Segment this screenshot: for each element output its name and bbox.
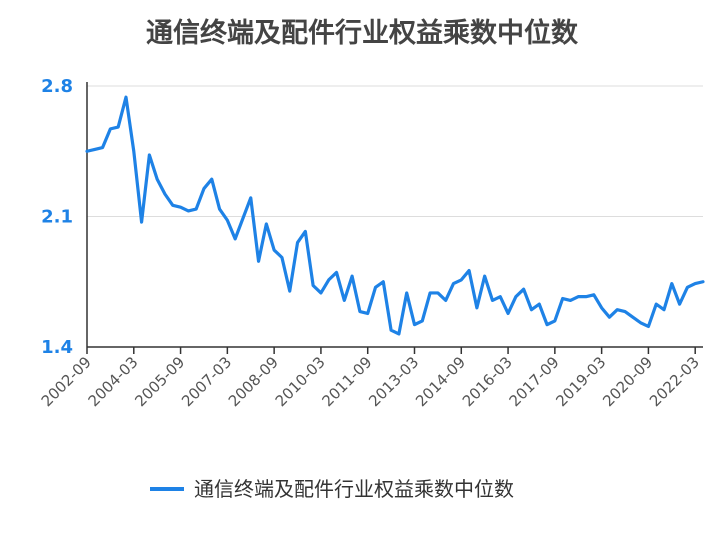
chart-title: 通信终端及配件行业权益乘数中位数 bbox=[146, 17, 579, 49]
x-tick-label-7: 2013-03 bbox=[365, 353, 422, 410]
grid bbox=[87, 85, 703, 217]
legend[interactable]: 通信终端及配件行业权益乘数中位数 bbox=[150, 477, 514, 501]
legend-label: 通信终端及配件行业权益乘数中位数 bbox=[194, 477, 514, 501]
x-tick-label-13: 2022-03 bbox=[646, 353, 703, 410]
x-tick-label-10: 2017-09 bbox=[506, 353, 563, 410]
y-tick-label-0: 1.4 bbox=[41, 337, 73, 358]
y-axis-ticks: 1.4 2.1 2.8 bbox=[41, 76, 73, 358]
series-line bbox=[85, 95, 705, 336]
series-layer bbox=[85, 95, 705, 336]
x-tick-label-3: 2007-03 bbox=[178, 353, 235, 410]
y-tick-label-1: 2.1 bbox=[41, 207, 73, 228]
x-tick-label-0: 2002-09 bbox=[38, 353, 95, 410]
y-tick-label-2: 2.8 bbox=[41, 76, 73, 97]
x-tick-label-4: 2008-09 bbox=[225, 353, 282, 410]
x-tick-label-2: 2005-09 bbox=[131, 353, 188, 410]
x-tick-label-5: 2010-03 bbox=[272, 353, 329, 410]
x-tick-label-11: 2019-03 bbox=[552, 353, 609, 410]
axes bbox=[86, 82, 703, 348]
x-axis-ticks: 2002-092004-032005-092007-032008-092010-… bbox=[38, 347, 703, 410]
x-tick-label-1: 2004-03 bbox=[85, 353, 142, 410]
x-tick-label-8: 2014-09 bbox=[412, 353, 469, 410]
x-tick-label-12: 2020-09 bbox=[599, 353, 656, 410]
x-tick-label-9: 2016-03 bbox=[459, 353, 516, 410]
x-tick-label-6: 2011-09 bbox=[318, 353, 375, 410]
